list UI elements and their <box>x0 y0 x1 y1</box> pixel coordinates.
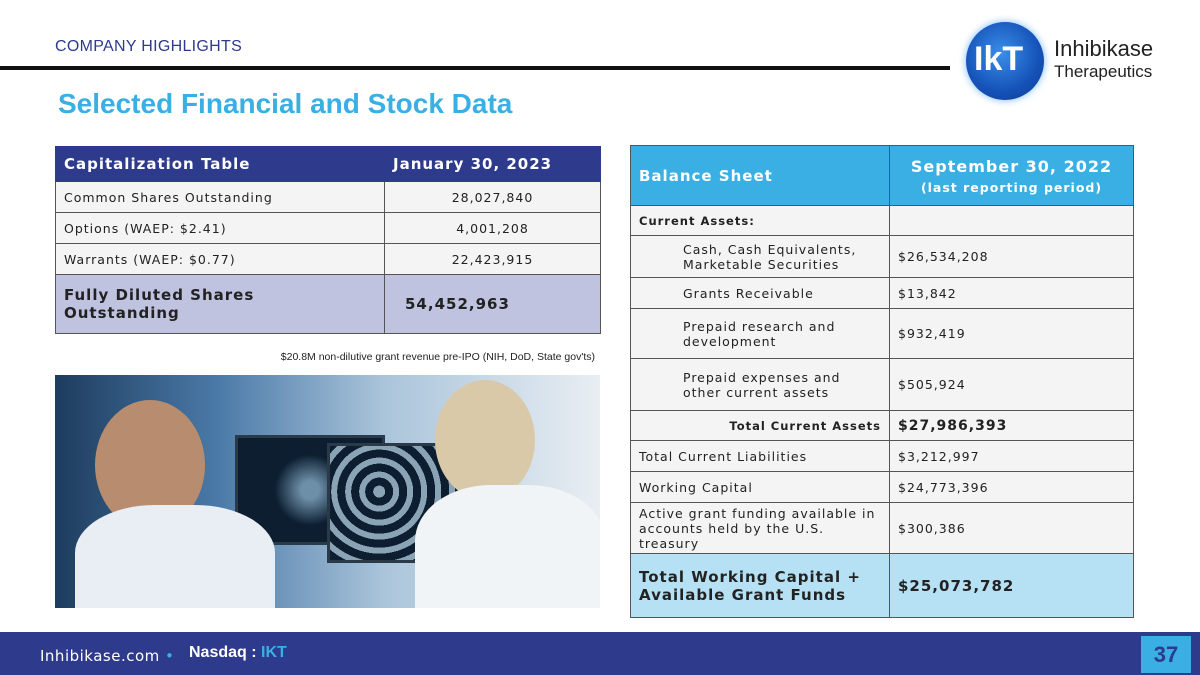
row-value: $505,924 <box>889 358 1134 411</box>
row-label: Common Shares Outstanding <box>55 181 385 213</box>
row-label: Cash, Cash Equivalents, Marketable Secur… <box>630 235 890 278</box>
balance-sheet-table: Balance Sheet September 30, 2022 (last rep… <box>630 145 1134 618</box>
table-row: Total Current Liabilities $3,212,997 <box>630 440 1134 472</box>
row-value: $3,212,997 <box>889 440 1134 472</box>
row-value: $24,773,396 <box>889 471 1134 503</box>
ticker-symbol: IKT <box>261 644 287 661</box>
total-value: 54,452,963 <box>384 274 601 334</box>
section-kicker: COMPANY HIGHLIGHTS <box>55 38 243 55</box>
footer-bar <box>0 632 1200 675</box>
table-row: Warrants (WAEP: $0.77) 22,423,915 <box>55 243 601 275</box>
logo-mark: IkT <box>966 22 1044 100</box>
ticker-separator: : <box>246 644 262 661</box>
row-label: Grants Receivable <box>630 277 890 309</box>
row-value: 22,423,915 <box>384 243 601 275</box>
row-label: Total Current Assets <box>630 410 890 441</box>
row-value: $300,386 <box>889 502 1134 554</box>
row-value: 28,027,840 <box>384 181 601 213</box>
row-label: Working Capital <box>630 471 890 503</box>
table-row: Active grant funding available in accoun… <box>630 502 1134 554</box>
table-row: Options (WAEP: $2.41) 4,001,208 <box>55 212 601 244</box>
table-row: Common Shares Outstanding 28,027,840 <box>55 181 601 213</box>
cap-header-date: January 30, 2023 <box>384 146 601 182</box>
company-logo: IkT Inhibikase Therapeutics <box>966 22 1186 102</box>
footer-ticker: Nasdaq : IKT <box>189 644 287 662</box>
cap-header-label: Capitalization Table <box>55 146 385 182</box>
row-value: $26,534,208 <box>889 235 1134 278</box>
exchange-name: Nasdaq <box>189 644 247 661</box>
bs-header-date: September 30, 2022 (last reporting period… <box>889 145 1134 206</box>
row-label: Prepaid research and development <box>630 308 890 359</box>
logo-subtitle: Therapeutics <box>1054 62 1153 81</box>
total-label: Fully Diluted Shares Outstanding <box>55 274 385 334</box>
table-row: Grants Receivable $13,842 <box>630 277 1134 309</box>
row-value: $932,419 <box>889 308 1134 359</box>
page-title: Selected Financial and Stock Data <box>58 88 513 119</box>
grant-caption: $20.8M non-dilutive grant revenue pre-IP… <box>280 351 595 363</box>
total-row: Fully Diluted Shares Outstanding 54,452,9… <box>55 274 601 334</box>
capitalization-table: Capitalization Table January 30, 2023 Com… <box>55 146 601 334</box>
row-label: Options (WAEP: $2.41) <box>55 212 385 244</box>
scientists-photo <box>55 375 600 608</box>
row-label: Total Working Capital + Available Grant … <box>630 553 890 618</box>
row-value: $13,842 <box>889 277 1134 309</box>
bullet-separator: • <box>165 647 175 665</box>
table-row: Working Capital $24,773,396 <box>630 471 1134 503</box>
row-label: Prepaid expenses and other current asset… <box>630 358 890 411</box>
row-value: $27,986,393 <box>889 410 1134 441</box>
row-value: 4,001,208 <box>384 212 601 244</box>
table-row: Prepaid expenses and other current asset… <box>630 358 1134 411</box>
total-current-assets-row: Total Current Assets $27,986,393 <box>630 410 1134 441</box>
header-rule <box>0 66 950 70</box>
row-label: Warrants (WAEP: $0.77) <box>55 243 385 275</box>
row-label: Total Current Liabilities <box>630 440 890 472</box>
page-number: 37 <box>1141 636 1191 673</box>
table-row: Cash, Cash Equivalents, Marketable Secur… <box>630 235 1134 278</box>
logo-name: Inhibikase <box>1054 36 1154 61</box>
footer-site: Inhibikase.com • <box>40 647 174 665</box>
row-label: Active grant funding available in accoun… <box>630 502 890 554</box>
grand-total-row: Total Working Capital + Available Grant … <box>630 553 1134 618</box>
current-assets-label: Current Assets: <box>630 205 890 236</box>
table-row: Prepaid research and development $932,419 <box>630 308 1134 359</box>
row-value: $25,073,782 <box>889 553 1134 618</box>
bs-header-label: Balance Sheet <box>630 145 890 206</box>
website-link[interactable]: Inhibikase.com <box>40 647 160 665</box>
